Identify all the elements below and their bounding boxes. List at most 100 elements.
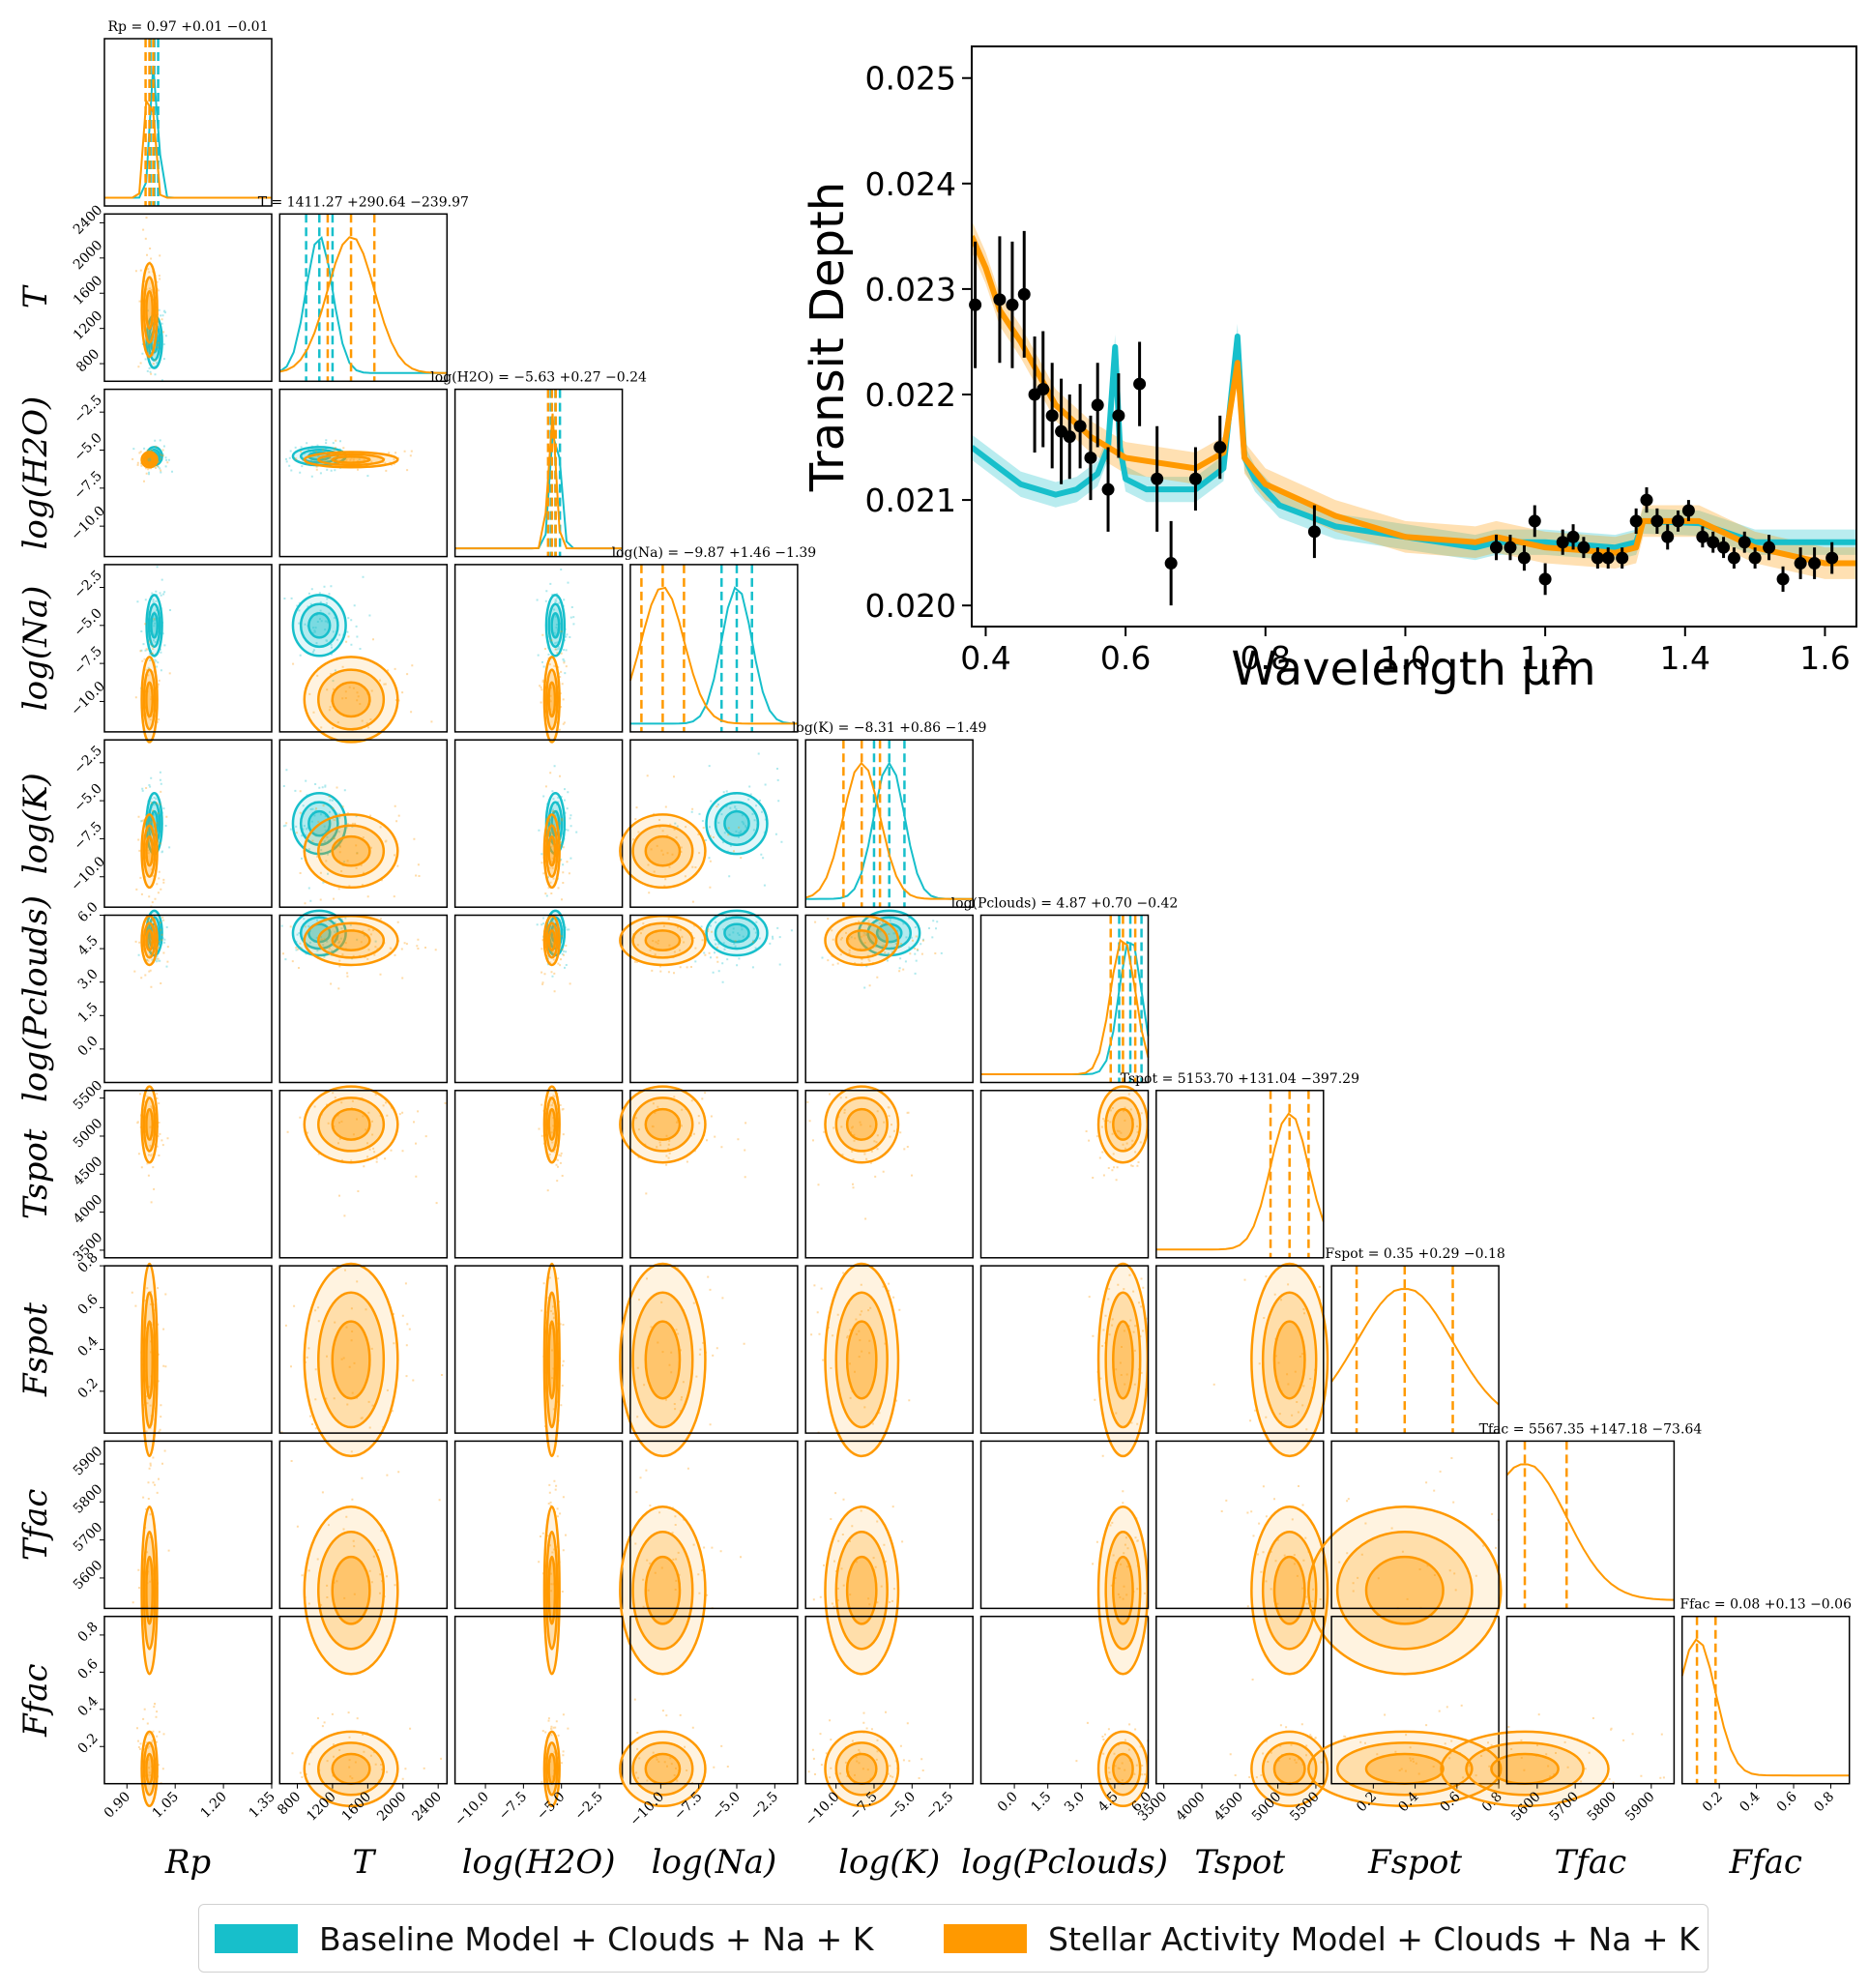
y-tick-label: 5900	[71, 1444, 106, 1479]
corner-panel	[619, 1440, 799, 1676]
data-point	[1681, 504, 1695, 517]
y-tick-label: 0.2	[75, 1731, 102, 1757]
panel-frame	[629, 914, 799, 1084]
contour-stellar	[1104, 1741, 1142, 1797]
x-tick-label: 4000	[1173, 1789, 1209, 1825]
corner-y-label: Fspot	[16, 1302, 55, 1397]
contour-stellar	[631, 1741, 694, 1797]
samples-baseline	[280, 917, 377, 961]
corner-panel: 0.90 1.05 1.20 1.350.20.40.60.8	[75, 1615, 278, 1822]
data-point	[1763, 541, 1776, 554]
y-tick-label: 4000	[71, 1192, 106, 1228]
panel-frame	[804, 739, 974, 908]
corner-panel	[278, 1262, 449, 1458]
panel-frame	[1505, 1440, 1676, 1610]
data-point	[1825, 551, 1839, 565]
contour-stellar	[331, 1752, 371, 1785]
y-tick-label: −2.5	[71, 393, 104, 426]
samples-stellar	[540, 1713, 569, 1783]
contour-stellar	[1104, 1096, 1142, 1153]
contour-stellar	[1112, 1555, 1134, 1625]
panel-frame	[1505, 1615, 1676, 1785]
y-tick-label: −2.5	[71, 568, 104, 601]
contour-stellar	[1272, 1555, 1306, 1625]
contour-stellar	[1465, 1741, 1585, 1797]
data-point	[1091, 398, 1104, 412]
x-tick-label: −2.5	[571, 1789, 605, 1823]
corner-title: Rp = 0.97 +0.01 −0.01	[107, 19, 268, 35]
corner-x-label: Tfac	[1555, 1843, 1627, 1882]
panel-frame	[979, 1090, 1150, 1259]
panel-frame	[804, 1265, 974, 1434]
data-point	[1037, 383, 1050, 396]
corner-panel: Ffac = 0.08 +0.13 −0.06 0.2 0.4 0.6 0.8	[1679, 1597, 1852, 1816]
legend-item-stellar: Stellar Activity Model + Clouds + Na + K	[944, 1919, 1700, 1958]
x-tick-label: −5.0	[534, 1789, 568, 1823]
data-point	[1601, 551, 1615, 565]
spectrum-y-tick-label: 0.021	[865, 482, 956, 519]
contour-stellar	[547, 1555, 557, 1625]
panel-frame	[103, 1440, 273, 1610]
spectrum-y-tick-label: 0.022	[865, 376, 956, 414]
histogram-baseline	[278, 235, 448, 374]
spectrum-x-tick-label: 0.4	[960, 639, 1010, 677]
spectrum-y-tick-label: 0.023	[865, 271, 956, 308]
contour-stellar	[1490, 1752, 1560, 1785]
corner-panel	[804, 1262, 974, 1458]
contour-stellar	[317, 1530, 386, 1651]
samples-baseline	[132, 439, 173, 476]
contour-stellar	[631, 1096, 694, 1153]
y-tick-label: 4.5	[75, 933, 102, 959]
data-point	[1188, 472, 1202, 485]
data-point	[1707, 536, 1720, 549]
histogram-stellar	[804, 761, 974, 900]
data-point	[1650, 514, 1664, 528]
corner-panel	[619, 1262, 799, 1458]
corner-panel	[979, 1262, 1150, 1458]
corner-x-label: log(K)	[838, 1843, 940, 1882]
contour-stellar	[547, 1320, 557, 1400]
contour-stellar	[547, 1752, 557, 1785]
data-point	[1808, 557, 1822, 570]
y-tick-label: 5000	[71, 1116, 106, 1152]
spectrum-x-label: Wavelength μm	[1231, 642, 1595, 696]
contour-stellar	[1335, 1741, 1474, 1797]
corner-panel: T = 1411.27 +290.64 −239.97	[258, 194, 469, 383]
y-tick-label: −10.0	[68, 679, 108, 719]
contour-stellar	[547, 1107, 557, 1141]
data-point	[1591, 551, 1604, 565]
contour-stellar	[845, 929, 878, 951]
corner-panel	[804, 909, 974, 1084]
transit-spectrum-chart: 0.4 0.6 0.8 1.0 1.2 1.4 1.6 0.020 0.021 0.022 0.02…	[801, 45, 1857, 696]
contour-stellar	[834, 921, 889, 959]
corner-title: log(K) = −8.31 +0.86 −1.49	[792, 720, 987, 736]
corner-panel	[619, 739, 799, 908]
panel-frame	[804, 1440, 974, 1610]
data-point	[1063, 430, 1076, 444]
corner-panel: 0.20.40.60.8	[75, 1250, 273, 1458]
data-point	[1528, 514, 1541, 528]
histogram-stellar	[980, 938, 1150, 1075]
corner-panel	[453, 739, 624, 908]
contour-stellar	[317, 921, 386, 959]
y-tick-label: 5500	[71, 1078, 106, 1114]
panel-frame	[103, 388, 273, 558]
panel-frame	[979, 914, 1150, 1084]
corner-panel	[278, 909, 449, 1084]
data-point	[1164, 557, 1178, 570]
panel-frame	[453, 1615, 624, 1785]
corner-panel: −10.0−7.5−5.0−2.5	[452, 1615, 624, 1829]
corner-panel: Tfac = 5567.35 +147.18 −73.64	[1479, 1421, 1702, 1610]
contour-baseline	[714, 916, 760, 950]
panel-frame	[278, 388, 449, 558]
contour-stellar	[1112, 1752, 1134, 1785]
spectrum-frame	[971, 45, 1857, 628]
corner-plot: Rp = 0.97 +0.01 −0.01 8001200160020002400…	[16, 19, 1852, 1882]
spectrum-y-tick-label: 0.020	[865, 587, 956, 625]
corner-x-label: log(Na)	[652, 1843, 777, 1882]
contour-stellar	[1261, 1530, 1318, 1651]
contour-stellar	[631, 921, 694, 959]
corner-panel	[453, 1440, 624, 1676]
data-point	[1073, 420, 1087, 433]
